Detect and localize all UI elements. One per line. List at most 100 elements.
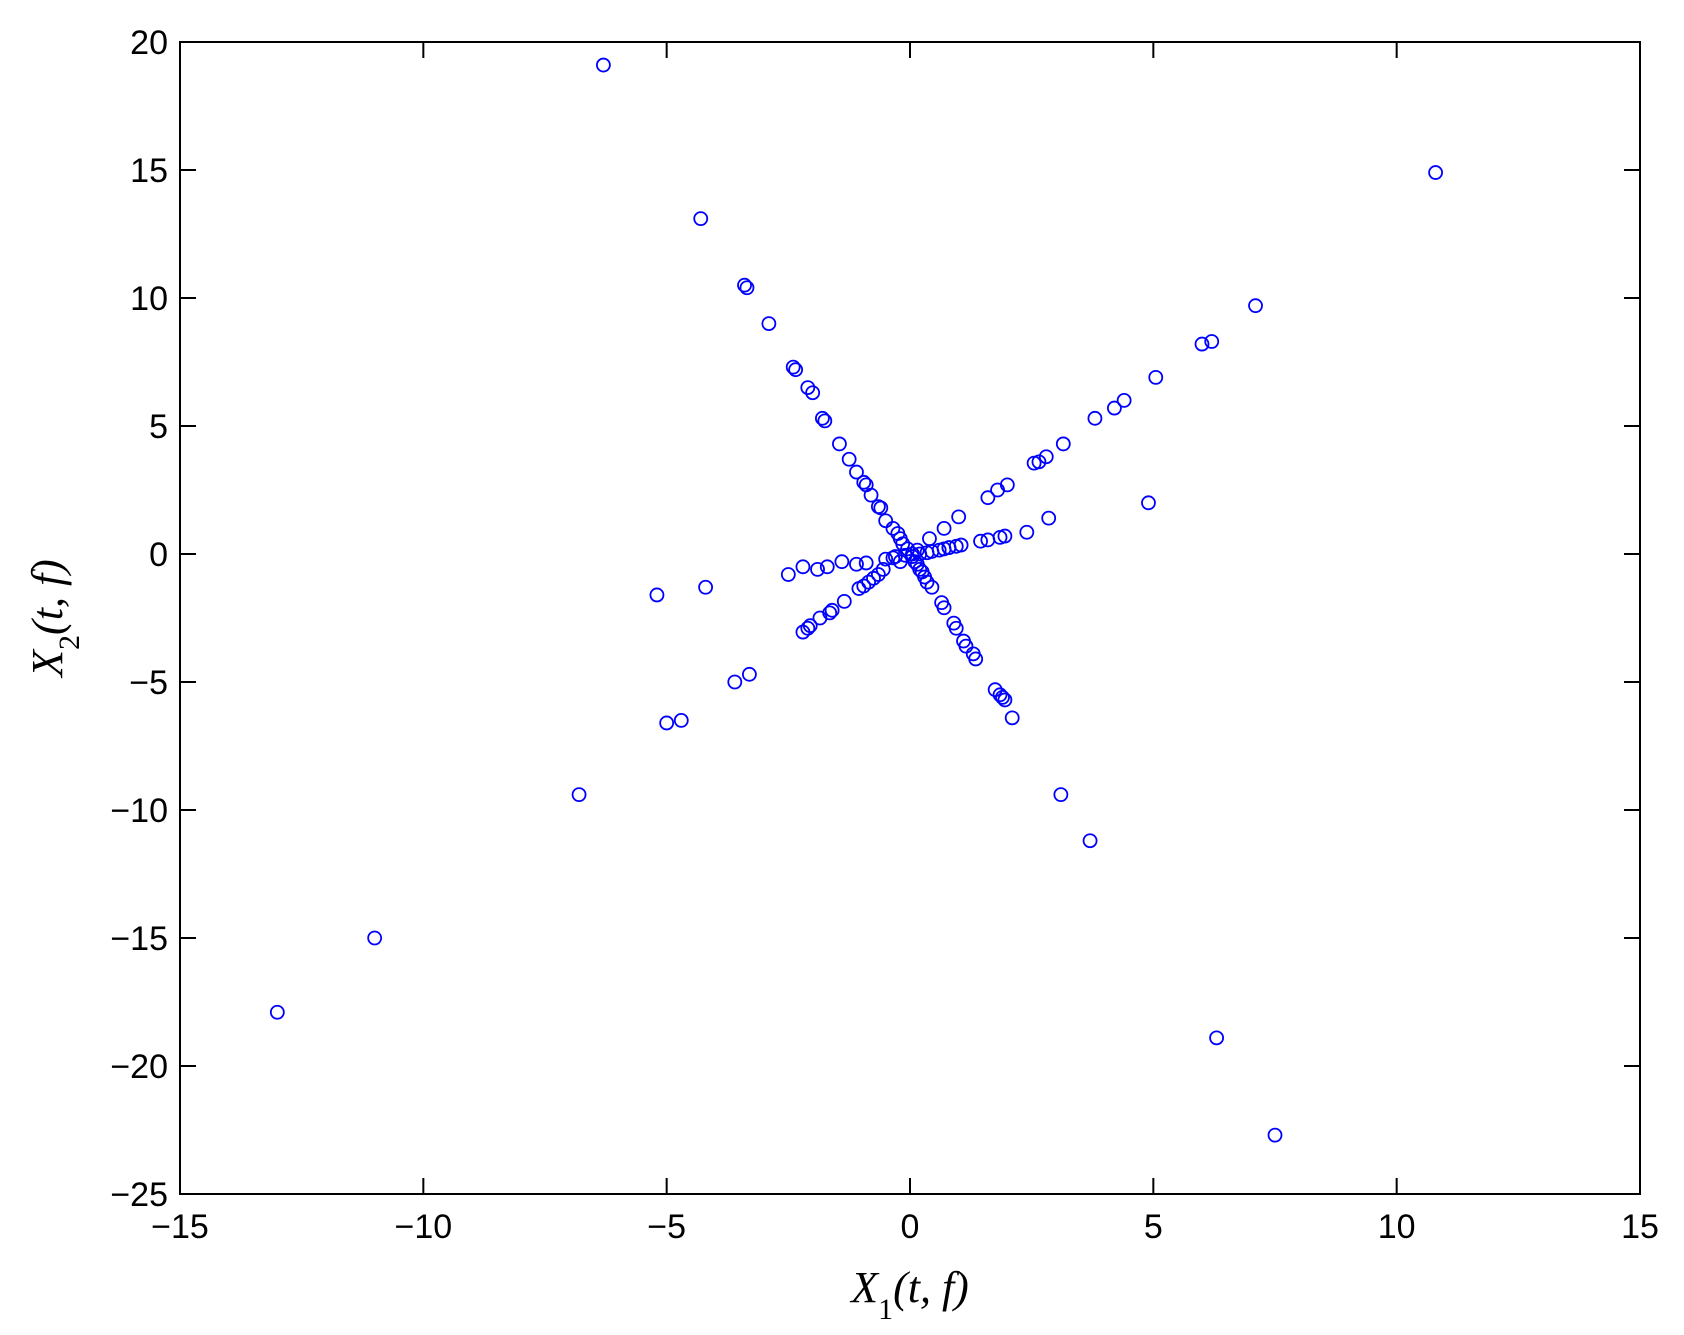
data-point <box>693 211 709 227</box>
data-point <box>905 546 920 562</box>
plot-frame <box>179 41 1641 1195</box>
data-point <box>1428 165 1443 180</box>
data-point <box>892 554 908 570</box>
data-point <box>819 559 835 575</box>
data-point <box>909 542 925 558</box>
data-point <box>885 521 901 536</box>
data-point <box>737 277 752 293</box>
data-point <box>878 551 894 567</box>
data-point <box>936 600 952 616</box>
y-tick-label: 15 <box>130 152 168 190</box>
y-tick-label: −15 <box>110 920 168 958</box>
x-tick-label: −15 <box>151 1208 209 1246</box>
data-point <box>992 687 1008 703</box>
data-point <box>919 545 935 561</box>
data-point <box>888 549 903 564</box>
data-point <box>1116 392 1132 408</box>
data-point <box>873 500 889 516</box>
data-point <box>875 561 891 577</box>
data-point <box>878 513 894 529</box>
data-point <box>834 554 850 570</box>
data-point <box>727 674 743 690</box>
data-point <box>849 464 864 480</box>
y-tick-label: 10 <box>130 280 168 318</box>
data-point <box>990 482 1005 498</box>
data-point <box>1055 436 1071 452</box>
data-point <box>805 385 821 401</box>
x-tick-label: 0 <box>901 1208 920 1246</box>
data-point <box>1148 369 1164 385</box>
data-point <box>1041 510 1057 526</box>
data-point <box>941 540 957 555</box>
data-point <box>841 451 857 467</box>
data-point <box>866 570 881 586</box>
x-tick-label: 10 <box>1378 1208 1416 1246</box>
data-point <box>849 556 864 572</box>
y-tick-label: 20 <box>130 24 168 62</box>
data-point <box>836 593 852 609</box>
x-tick-label: −10 <box>394 1208 452 1246</box>
y-tick-label: 5 <box>149 408 168 446</box>
data-point <box>788 362 804 378</box>
data-point <box>269 1004 285 1020</box>
data-point <box>1004 710 1020 726</box>
x-tick-label: 5 <box>1144 1208 1163 1246</box>
data-point <box>742 666 757 682</box>
data-point <box>812 610 828 626</box>
data-point <box>900 541 915 557</box>
x-tick-label: −5 <box>647 1208 686 1246</box>
data-point <box>1053 787 1069 803</box>
data-point <box>1107 400 1122 416</box>
data-point <box>1082 833 1098 849</box>
data-point <box>800 380 816 396</box>
data-point <box>951 509 967 525</box>
data-point <box>659 715 675 731</box>
data-point <box>761 316 777 332</box>
data-point <box>824 602 840 618</box>
data-point <box>739 280 755 296</box>
data-point <box>912 561 928 577</box>
data-point <box>997 692 1013 708</box>
data-point <box>895 536 911 552</box>
data-point <box>795 624 811 640</box>
data-point <box>1141 495 1156 511</box>
data-point <box>1019 524 1035 540</box>
x-axis-label: X1(t, f) <box>849 1263 969 1326</box>
data-point <box>785 359 801 375</box>
y-tick-label: −25 <box>110 1176 168 1214</box>
data-point <box>649 587 665 603</box>
data-point <box>912 546 928 562</box>
data-point <box>367 930 383 946</box>
data-point <box>1248 298 1263 314</box>
data-point <box>980 490 996 506</box>
data-point <box>810 561 825 577</box>
data-point <box>980 532 996 548</box>
data-point <box>571 787 587 803</box>
x-axis-ticks: −15 −10 −5 0 5 10 15 <box>151 42 1659 1246</box>
data-point <box>924 579 940 595</box>
y-axis-ticks: −25 −20 −15 −10 −5 0 5 10 15 20 <box>110 24 1640 1214</box>
data-point <box>968 651 984 667</box>
data-point <box>817 413 833 429</box>
data-point <box>863 487 879 503</box>
data-point <box>851 581 867 596</box>
y-tick-label: −20 <box>110 1048 168 1086</box>
data-point <box>832 436 847 452</box>
y-axis-label: X2(t, f) <box>23 559 86 679</box>
data-point <box>995 689 1010 705</box>
y-tick-label: 0 <box>149 536 168 574</box>
data-point <box>1267 1127 1283 1143</box>
data-point <box>914 564 930 580</box>
data-point <box>780 567 796 582</box>
data-point <box>870 567 886 582</box>
data-point <box>1038 449 1054 465</box>
y-tick-label: −10 <box>110 792 168 830</box>
y-tick-label: −5 <box>129 664 168 702</box>
data-point <box>856 474 872 490</box>
data-point <box>698 579 713 595</box>
data-point <box>795 559 811 575</box>
data-point <box>1194 336 1210 352</box>
data-point <box>948 620 964 636</box>
data-point <box>800 620 816 636</box>
